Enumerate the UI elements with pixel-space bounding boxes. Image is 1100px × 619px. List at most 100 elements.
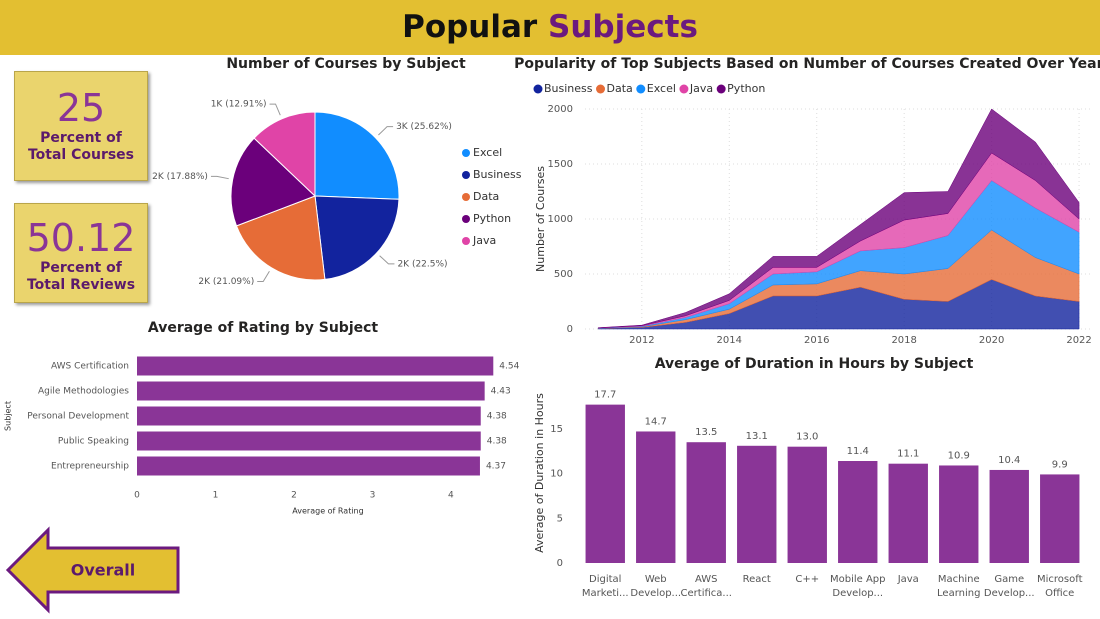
kpi-label: Percent of Total Courses [27,130,135,163]
x-tick-label: Mobile App Develop... [829,574,886,599]
data-label: 9.9 [1052,459,1068,470]
y-tick-label: 1500 [548,159,573,170]
bar [939,465,979,563]
x-tick-label: Game Develop... [983,574,1035,599]
bar [838,461,878,563]
title-part: Subjects [548,9,698,45]
area [597,229,1080,329]
legend-label: Java [472,234,496,247]
data-label: 2K (21.09%) [198,277,254,287]
x-tick-label: 3 [370,491,376,501]
x-tick-label: 2014 [717,335,742,346]
legend-marker [462,193,470,201]
x-tick-label: 4 [448,491,454,501]
legend-marker [716,84,726,94]
data-label: 2K (17.88%) [152,172,208,182]
kpi-label: Percent of Total Reviews [26,260,136,293]
leader-line [378,126,394,136]
kpi-card: 25 Percent of Total Courses [14,71,148,181]
x-tick-label: AWS Certifica... [680,574,732,599]
x-tick-label: 2022 [1066,335,1091,346]
chart-title: Average of Rating by Subject [148,320,379,336]
bar [989,469,1029,563]
legend-label: Java [689,82,713,95]
bar [137,406,481,426]
bar [137,456,480,476]
data-label: 4.38 [487,412,507,422]
bar [636,431,676,563]
y-axis-label: Subject [4,401,13,431]
x-tick-label: 0 [134,491,140,501]
legend-label: Data [473,190,499,203]
data-label: 13.1 [746,431,768,442]
pie-slice [235,195,326,281]
data-label: 4.38 [487,437,507,447]
y-tick-label: Public Speaking [58,437,129,447]
header: Popular Subjects [0,0,1100,55]
data-label: 11.1 [897,449,919,460]
y-tick-label: 1000 [548,214,573,225]
y-tick-label: 500 [554,269,573,280]
data-label: 2K (22.5%) [397,259,447,269]
legend-marker [462,215,470,223]
y-tick-label: 15 [550,424,563,435]
overall-button[interactable] [5,526,180,614]
data-label: 11.4 [847,446,869,457]
kpi-value: 50.12 [26,216,136,260]
x-tick-label: 1 [213,491,219,501]
y-tick-label: 0 [567,324,573,335]
x-tick-label: Java [897,574,919,585]
x-tick-label: Microsoft Office [1036,574,1083,599]
leader-line [269,103,281,116]
data-label: 3K (25.62%) [396,122,452,132]
bar [585,404,625,563]
chart-title: Popularity of Top Subjects Based on Numb… [514,56,1100,72]
title-part: Popular [402,9,538,45]
area [597,180,1080,329]
x-tick-label: 2016 [804,335,829,346]
legend-marker [462,237,470,245]
bar [1040,474,1080,563]
y-axis-label: Number of Courses [534,166,547,272]
data-label: 14.7 [645,416,667,427]
data-label: 4.37 [486,462,506,472]
y-tick-label: Personal Development [27,412,129,422]
chart-title: Number of Courses by Subject [226,56,466,72]
x-tick-label: 2012 [629,335,654,346]
leader-line [379,255,395,265]
legend-marker [596,84,606,94]
data-label: 17.7 [594,390,616,401]
area [597,279,1080,330]
x-tick-label: Web Develop... [630,574,682,599]
leader-line [210,175,229,180]
legend-marker [679,84,689,94]
legend-label: Python [473,212,511,225]
leader-line [257,271,270,283]
chart-title: Average of Duration in Hours by Subject [655,356,974,372]
area [597,152,1080,329]
data-label: 13.5 [695,427,717,438]
legend-marker [462,149,470,157]
data-label: 13.0 [796,432,818,443]
legend-marker [462,171,470,179]
y-tick-label: Entrepreneurship [51,462,129,472]
legend-label: Data [607,82,633,95]
kpi-card: 50.12 Percent of Total Reviews [14,203,148,303]
data-label: 4.43 [491,387,511,397]
y-tick-label: 0 [557,558,563,569]
bar [686,442,726,563]
x-axis-label: Average of Rating [292,507,363,516]
x-tick-label: 2020 [979,335,1004,346]
y-tick-label: 10 [550,469,563,480]
bar [737,445,777,563]
x-tick-label: Machine Learning [937,574,981,599]
data-label: 10.9 [948,450,970,461]
data-label: 10.4 [998,455,1020,466]
y-axis-label: Average of Duration in Hours [533,393,546,553]
legend-label: Business [544,82,593,95]
legend-label: Python [727,82,765,95]
x-tick-label: 2 [291,491,297,501]
bar [787,446,827,563]
